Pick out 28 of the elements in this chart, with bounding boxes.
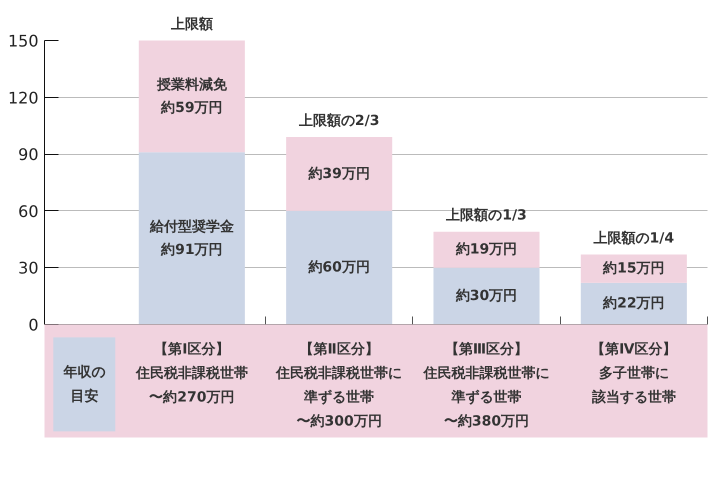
- data-label: 約22万円: [602, 296, 665, 312]
- total-label: 上限額の1/3: [445, 206, 527, 224]
- bar: [433, 268, 540, 324]
- y-tick-label: 0: [28, 316, 39, 334]
- x-tick-label: 【第Ⅲ区分】住民税非課税世帯に準ずる世帯〜約380万円: [422, 341, 550, 430]
- x-tick-label: 【第Ⅳ区分】多子世帯に該当する世帯: [590, 341, 677, 406]
- y-tick-label: 60: [18, 202, 38, 221]
- x-tick-label: 【第Ⅰ区分】住民税非課税世帯〜約270万円: [134, 341, 248, 406]
- bar: [138, 40, 245, 152]
- y-tick-label: 90: [18, 145, 38, 164]
- x-tick-label: 【第Ⅱ区分】住民税非課税世帯に準ずる世帯〜約300万円: [275, 341, 402, 430]
- bar: [286, 210, 392, 324]
- data-label: 約30万円: [454, 288, 518, 304]
- total-label: 上限額: [170, 16, 213, 32]
- y-tick-label: 120: [8, 88, 39, 108]
- x-axis-title: 年収の目安: [62, 364, 106, 404]
- total-label: 上限額の1/4: [592, 229, 674, 246]
- data-label: 約60万円: [307, 260, 370, 276]
- data-label: 授業料減免約59万円: [156, 76, 228, 116]
- bar: [286, 137, 392, 211]
- bar: [138, 152, 245, 324]
- data-label: 約39万円: [307, 166, 370, 182]
- data-label: 約15万円: [602, 260, 665, 277]
- total-label: 上限額の2/3: [298, 112, 380, 130]
- data-label: 約19万円: [454, 242, 518, 258]
- y-tick-label: 30: [18, 258, 38, 278]
- y-tick-label: 150: [8, 32, 39, 50]
- data-label: 給付型奨学金約91万円: [148, 218, 235, 258]
